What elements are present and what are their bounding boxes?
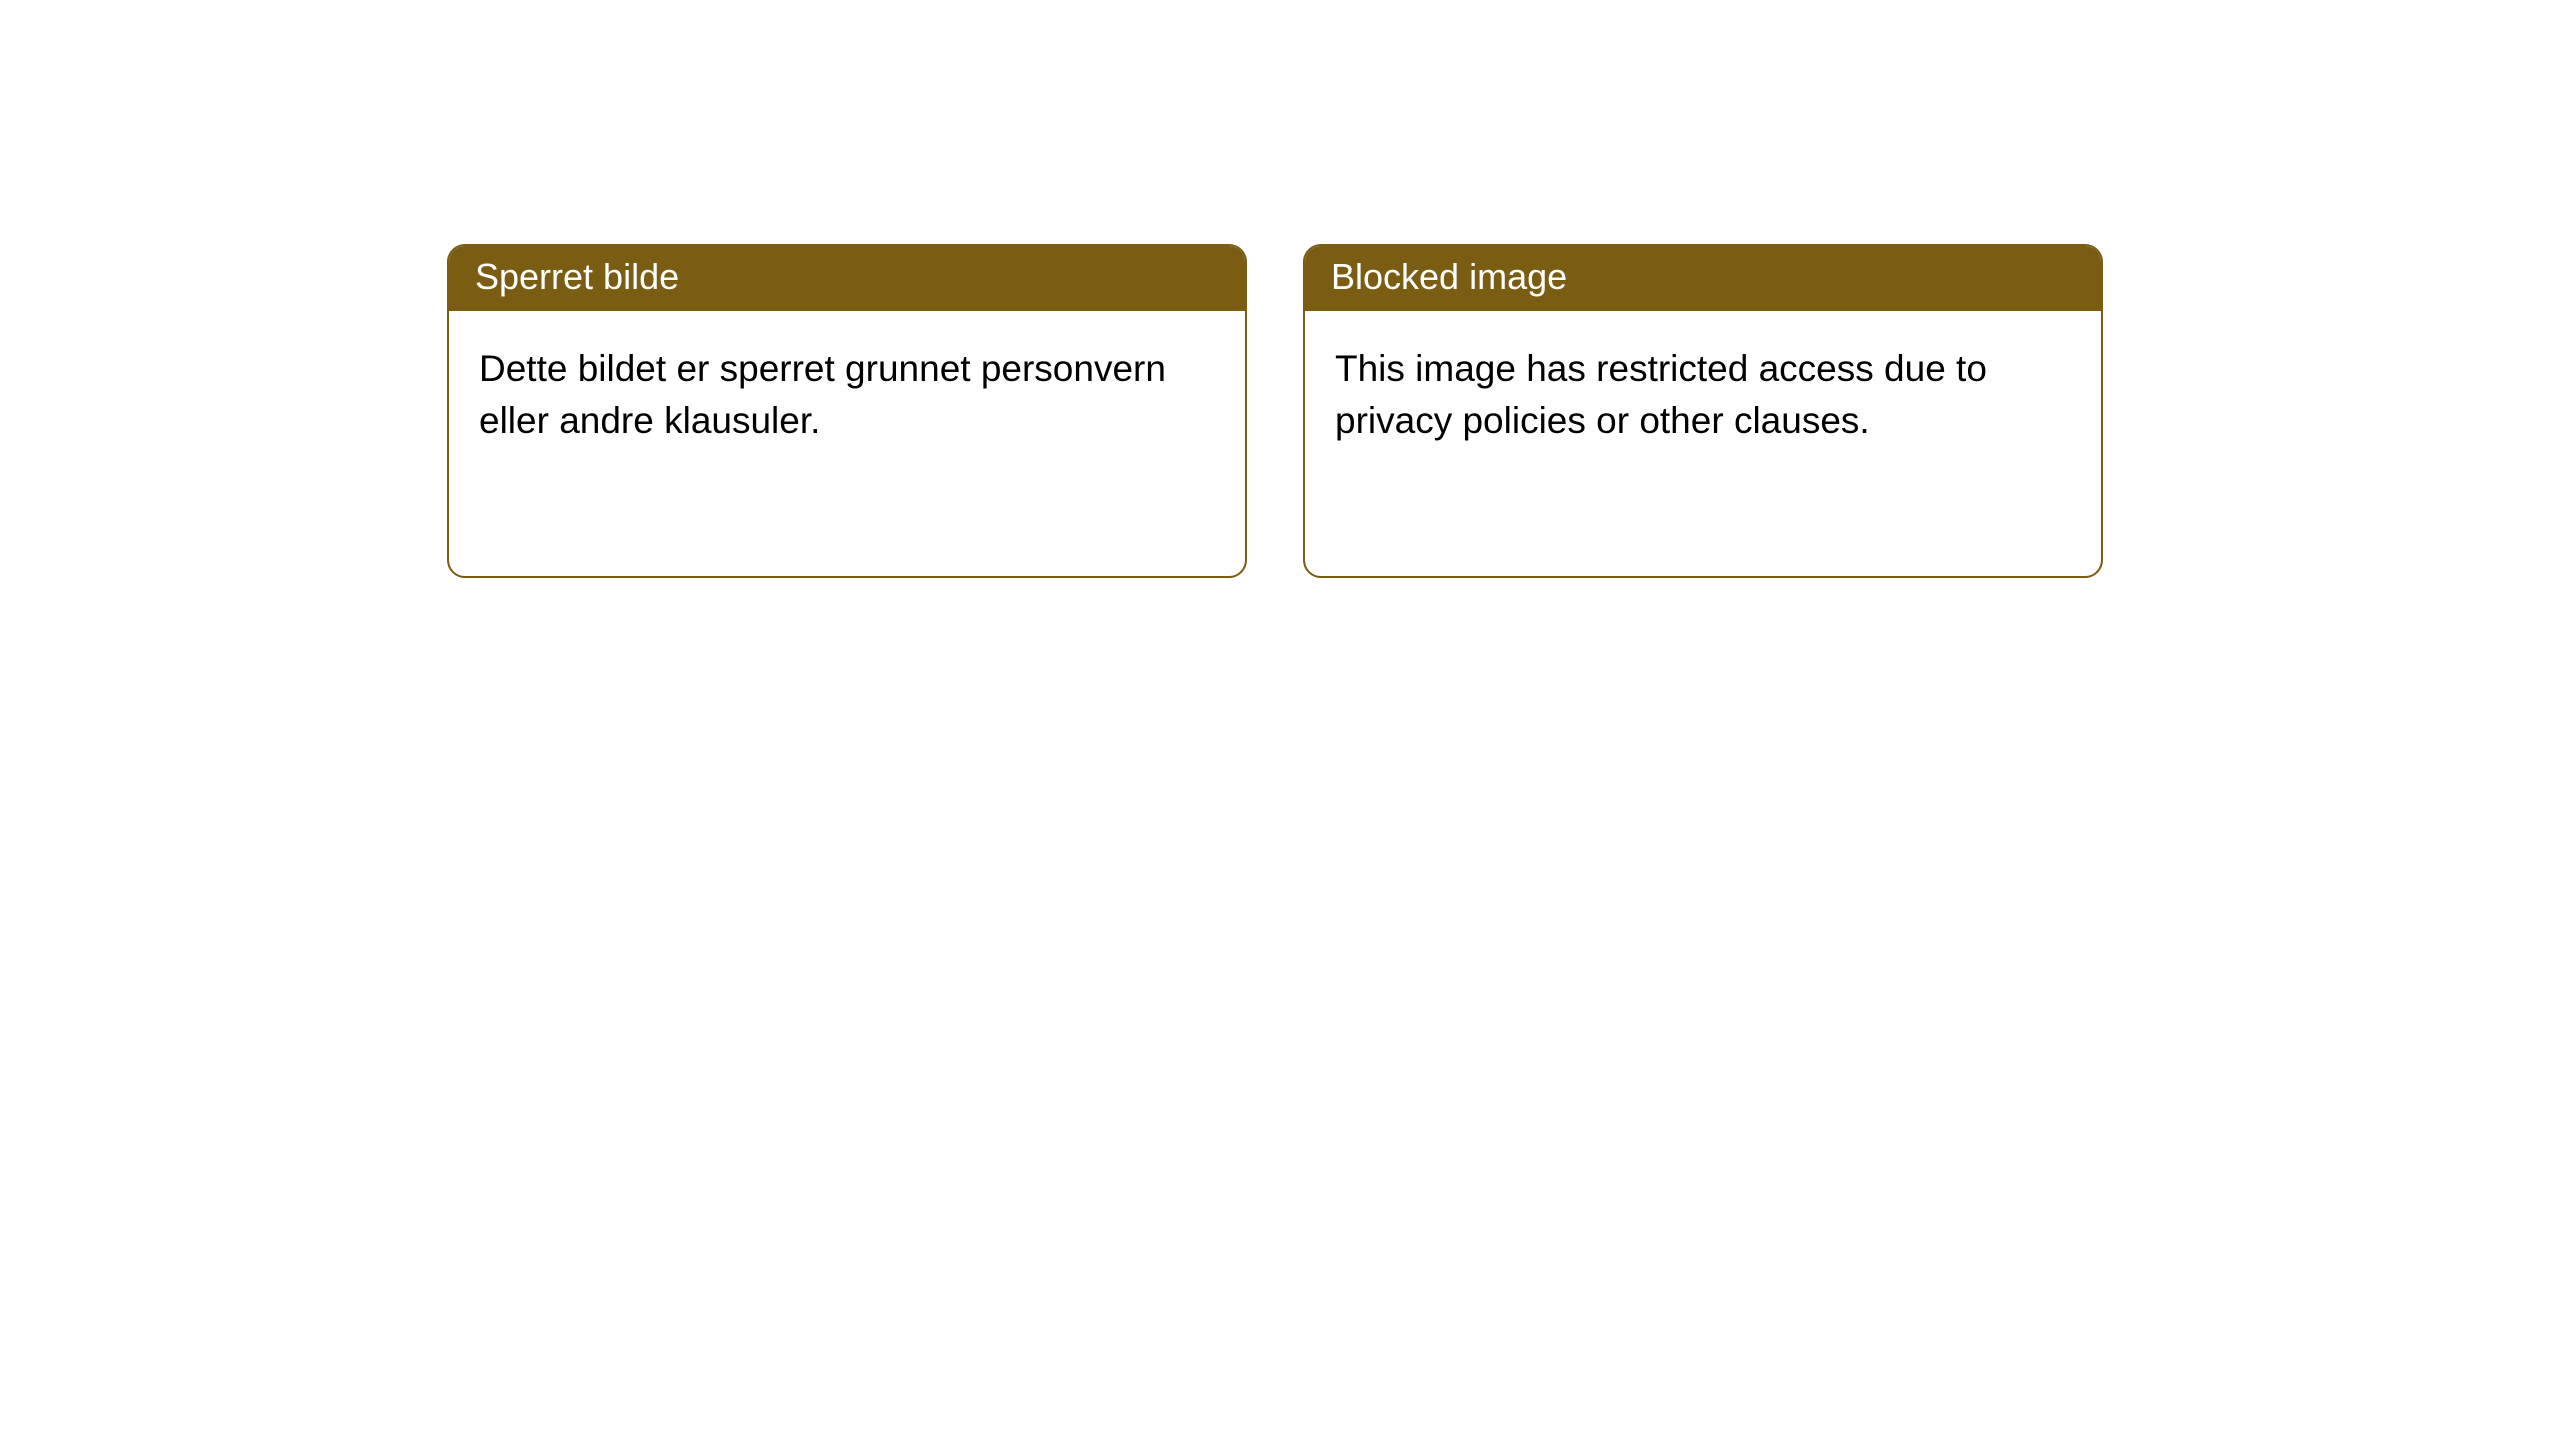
notice-card-english: Blocked image This image has restricted … xyxy=(1303,244,2103,578)
notice-card-container: Sperret bilde Dette bildet er sperret gr… xyxy=(447,244,2103,578)
card-header: Sperret bilde xyxy=(449,246,1245,311)
card-body-text: This image has restricted access due to … xyxy=(1335,348,1987,441)
card-title: Sperret bilde xyxy=(475,256,679,297)
card-body: This image has restricted access due to … xyxy=(1305,311,2101,479)
notice-card-norwegian: Sperret bilde Dette bildet er sperret gr… xyxy=(447,244,1247,578)
card-body: Dette bildet er sperret grunnet personve… xyxy=(449,311,1245,479)
card-header: Blocked image xyxy=(1305,246,2101,311)
card-title: Blocked image xyxy=(1331,256,1567,297)
card-body-text: Dette bildet er sperret grunnet personve… xyxy=(479,348,1166,441)
